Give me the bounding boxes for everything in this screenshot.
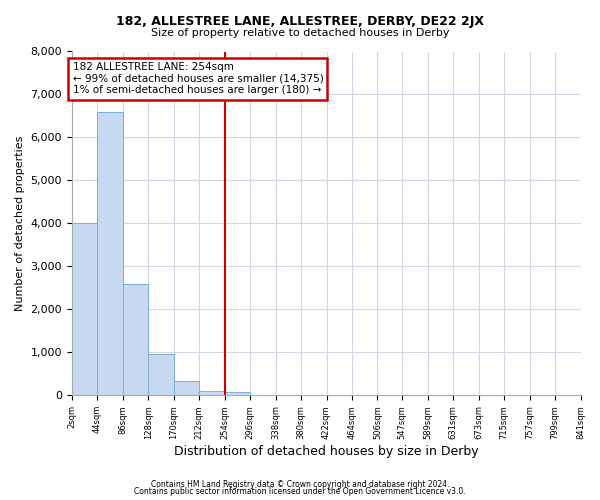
- Bar: [123, 284, 148, 395]
- Bar: [224, 392, 250, 395]
- Bar: [72, 224, 97, 395]
- Bar: [148, 354, 174, 395]
- Text: Contains public sector information licensed under the Open Government Licence v3: Contains public sector information licen…: [134, 487, 466, 496]
- Bar: [199, 391, 224, 395]
- Text: Size of property relative to detached houses in Derby: Size of property relative to detached ho…: [151, 28, 449, 38]
- Bar: [97, 112, 123, 395]
- Y-axis label: Number of detached properties: Number of detached properties: [15, 136, 25, 311]
- Text: 182 ALLESTREE LANE: 254sqm
← 99% of detached houses are smaller (14,375)
1% of s: 182 ALLESTREE LANE: 254sqm ← 99% of deta…: [73, 62, 323, 96]
- Text: 182, ALLESTREE LANE, ALLESTREE, DERBY, DE22 2JX: 182, ALLESTREE LANE, ALLESTREE, DERBY, D…: [116, 15, 484, 28]
- Bar: [174, 382, 199, 395]
- X-axis label: Distribution of detached houses by size in Derby: Distribution of detached houses by size …: [174, 444, 479, 458]
- Text: Contains HM Land Registry data © Crown copyright and database right 2024.: Contains HM Land Registry data © Crown c…: [151, 480, 449, 489]
